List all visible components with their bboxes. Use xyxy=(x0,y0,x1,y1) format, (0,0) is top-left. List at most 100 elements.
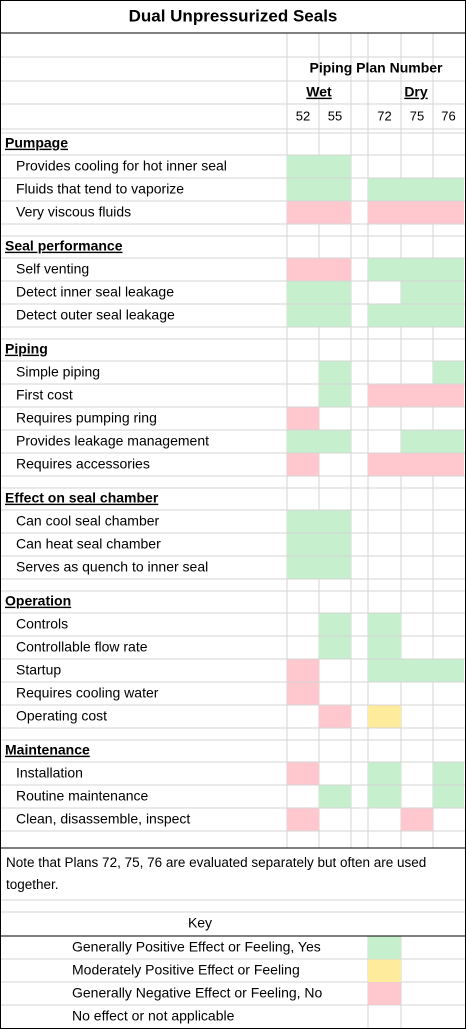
row-label: Serves as quench to inner seal xyxy=(16,559,208,575)
rating-cell xyxy=(401,281,433,304)
key-swatch xyxy=(368,959,401,982)
row-label: Detect inner seal leakage xyxy=(16,284,174,300)
rating-cell xyxy=(319,705,351,728)
row-label: Can cool seal chamber xyxy=(16,513,160,529)
rating-cell xyxy=(368,201,401,224)
key-label: Moderately Positive Effect or Feeling xyxy=(72,962,300,978)
rating-cell xyxy=(287,304,319,327)
rating-cell xyxy=(401,178,433,201)
rating-cell xyxy=(368,762,401,785)
rating-cell xyxy=(368,705,401,728)
rating-cell xyxy=(287,533,319,556)
rating-cell xyxy=(368,178,401,201)
rating-cell xyxy=(287,155,319,178)
key-label: Generally Positive Effect or Feeling, Ye… xyxy=(72,939,321,955)
key-title: Key xyxy=(188,915,212,931)
note: Note that Plans 72, 75, 76 are evaluated… xyxy=(6,855,427,892)
row-label: Controllable flow rate xyxy=(16,639,148,655)
column-header: 75 xyxy=(410,108,424,123)
column-header: 76 xyxy=(441,108,455,123)
rating-cell xyxy=(287,178,319,201)
column-header: 52 xyxy=(296,108,310,123)
rating-cell xyxy=(287,556,319,579)
rating-cell xyxy=(433,304,464,327)
group-header: Piping Plan Number xyxy=(309,60,443,76)
rating-cell xyxy=(319,510,351,533)
key-label: No effect or not applicable xyxy=(72,1008,235,1024)
rating-cell xyxy=(433,178,464,201)
rating-cell xyxy=(319,533,351,556)
rating-cell xyxy=(401,384,433,407)
row-label: Provides cooling for hot inner seal xyxy=(16,158,227,174)
rating-cell xyxy=(287,659,319,682)
section-heading: Maintenance xyxy=(5,742,90,758)
key-swatch xyxy=(368,936,401,959)
rating-cell xyxy=(319,201,351,224)
rating-cell xyxy=(433,201,464,224)
column-header: 55 xyxy=(328,108,342,123)
section-heading: Pumpage xyxy=(5,135,68,151)
rating-cell xyxy=(433,659,464,682)
rating-cell xyxy=(287,510,319,533)
rating-cell xyxy=(319,785,351,808)
subgroup-header: Dry xyxy=(404,84,428,100)
rating-cell xyxy=(401,258,433,281)
row-label: Detect outer seal leakage xyxy=(16,307,175,323)
rating-cell xyxy=(433,453,464,476)
row-label: Startup xyxy=(16,662,61,678)
rating-cell xyxy=(368,785,401,808)
rating-cell xyxy=(287,762,319,785)
rating-cell xyxy=(319,155,351,178)
rating-cell xyxy=(401,304,433,327)
rating-cell xyxy=(319,613,351,636)
column-header: 72 xyxy=(377,108,391,123)
rating-cell xyxy=(287,682,319,705)
row-label: Installation xyxy=(16,765,83,781)
row-label: Clean, disassemble, inspect xyxy=(16,811,190,827)
rating-cell xyxy=(319,178,351,201)
rating-cell xyxy=(319,636,351,659)
row-label: Requires pumping ring xyxy=(16,410,157,426)
rating-cell xyxy=(319,361,351,384)
rating-cell xyxy=(401,659,433,682)
rating-cell xyxy=(287,407,319,430)
rating-cell xyxy=(368,636,401,659)
rating-cell xyxy=(287,453,319,476)
rating-cell xyxy=(368,304,401,327)
rating-cell xyxy=(287,808,319,831)
rating-cell xyxy=(287,258,319,281)
title: Dual Unpressurized Seals xyxy=(129,6,338,25)
rating-cell xyxy=(401,430,433,453)
rating-cell xyxy=(433,384,464,407)
row-label: Self venting xyxy=(16,261,89,277)
row-label: Requires cooling water xyxy=(16,685,159,701)
rating-cell xyxy=(368,258,401,281)
rating-cell xyxy=(433,258,464,281)
rating-cell xyxy=(368,613,401,636)
rating-cell xyxy=(433,785,464,808)
rating-cell xyxy=(287,281,319,304)
rating-cell xyxy=(368,453,401,476)
key-swatch xyxy=(368,982,401,1005)
rating-cell xyxy=(319,384,351,407)
key-label: Generally Negative Effect or Feeling, No xyxy=(72,985,323,1001)
rating-cell xyxy=(319,556,351,579)
rating-cell xyxy=(401,808,433,831)
rating-cell xyxy=(433,361,464,384)
rating-cell xyxy=(433,430,464,453)
row-label: Operating cost xyxy=(16,708,107,724)
row-label: First cost xyxy=(16,387,73,403)
row-label: Provides leakage management xyxy=(16,433,209,449)
row-label: Requires accessories xyxy=(16,456,150,472)
row-label: Fluids that tend to vaporize xyxy=(16,181,184,197)
row-label: Routine maintenance xyxy=(16,788,149,804)
rating-cell xyxy=(401,201,433,224)
section-heading: Piping xyxy=(5,341,48,357)
section-heading: Operation xyxy=(5,593,71,609)
rating-cell xyxy=(287,201,319,224)
rating-cell xyxy=(368,384,401,407)
section-heading: Effect on seal chamber xyxy=(5,490,159,506)
rating-cell xyxy=(433,281,464,304)
